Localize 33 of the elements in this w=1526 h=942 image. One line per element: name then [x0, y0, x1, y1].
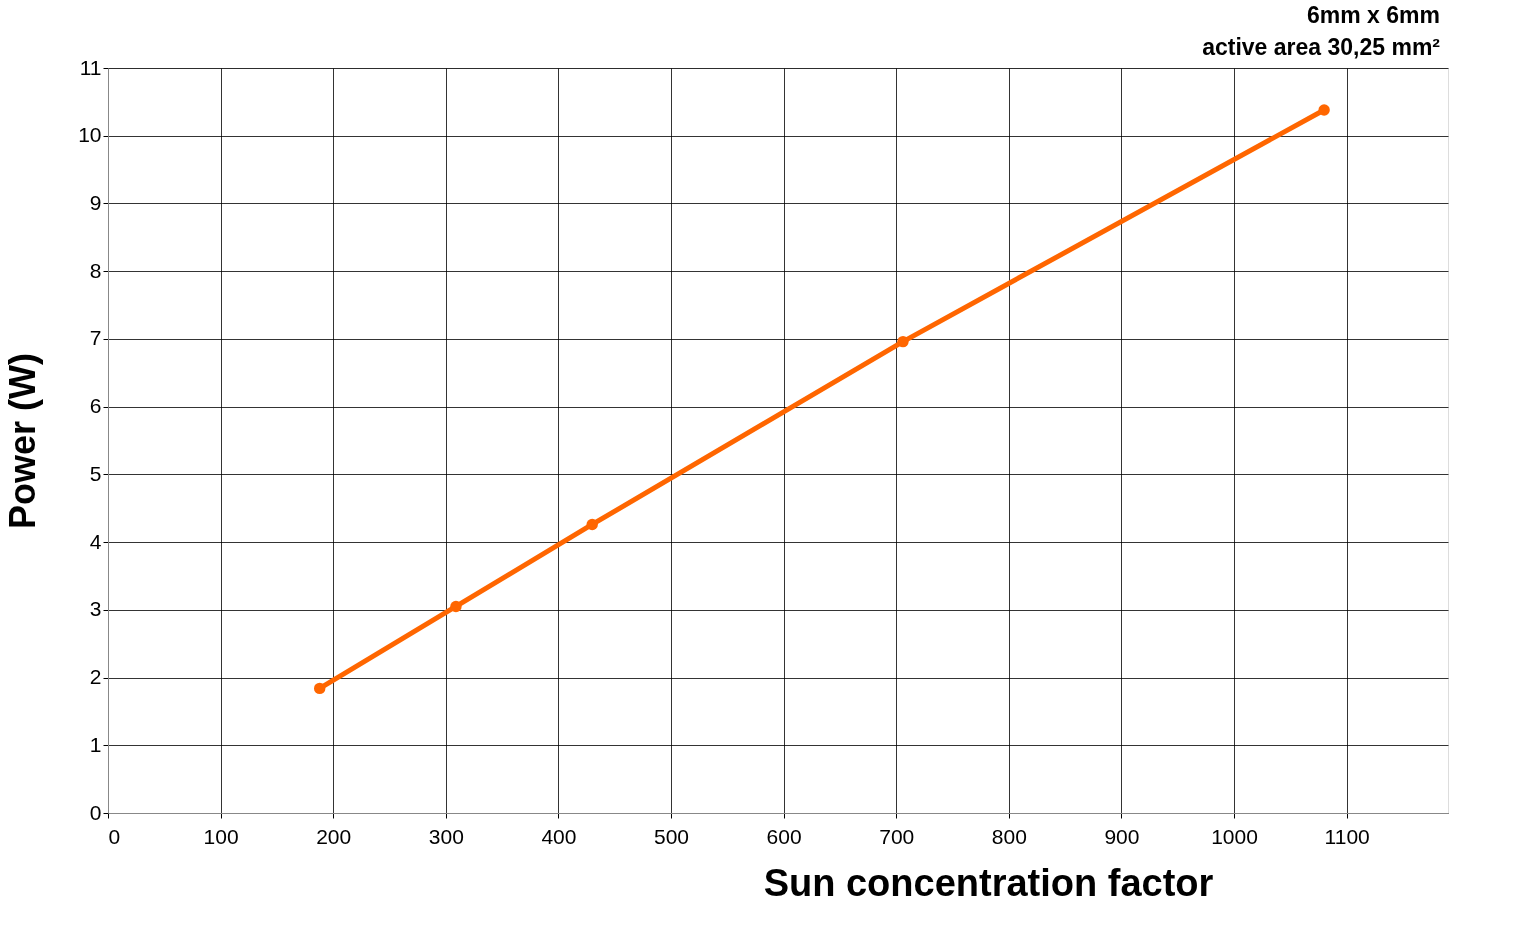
- x-tick-label: 300: [428, 824, 464, 848]
- y-tick-label: 8: [89, 258, 102, 282]
- x-tick-label: 1100: [1324, 824, 1370, 848]
- point: [586, 518, 598, 531]
- x-tick-label: 100: [203, 824, 239, 848]
- y-tick-label: 1: [89, 732, 102, 756]
- x-tick-label: 800: [991, 824, 1027, 848]
- x-tick-label: 200: [316, 824, 352, 848]
- y-tick-label: 9: [89, 190, 102, 214]
- x-tick-label: 400: [541, 824, 577, 848]
- y-tick-label: 10: [78, 123, 102, 147]
- text: 6mm x 6mm: [1307, 2, 1440, 28]
- y-tick-label: 6: [89, 394, 102, 418]
- x-tick-label: 1000: [1211, 824, 1258, 848]
- y-tick-label: 7: [89, 326, 102, 350]
- x-tick-label: 0: [108, 824, 121, 848]
- point: [450, 600, 462, 613]
- y-tick-label: 11: [79, 55, 102, 79]
- point: [1318, 104, 1330, 116]
- text: active area 30,25 mm²: [1202, 34, 1441, 60]
- y-tick-label: 4: [89, 529, 102, 553]
- x-axis-title: Sun concentration factor: [763, 861, 1214, 904]
- y-tick-label: 5: [89, 461, 102, 485]
- y-axis-title: Power (W): [2, 353, 44, 529]
- y-tick-label: 3: [89, 597, 102, 621]
- point: [314, 682, 326, 695]
- x-tick-label: 600: [766, 824, 802, 848]
- x-tick-label: 700: [879, 824, 915, 848]
- x-tick-label: 500: [654, 824, 690, 848]
- y-tick-label: 2: [89, 665, 102, 689]
- x-tick-label: 900: [1104, 824, 1140, 848]
- point: [897, 335, 909, 348]
- y-tick-label: 0: [89, 800, 102, 824]
